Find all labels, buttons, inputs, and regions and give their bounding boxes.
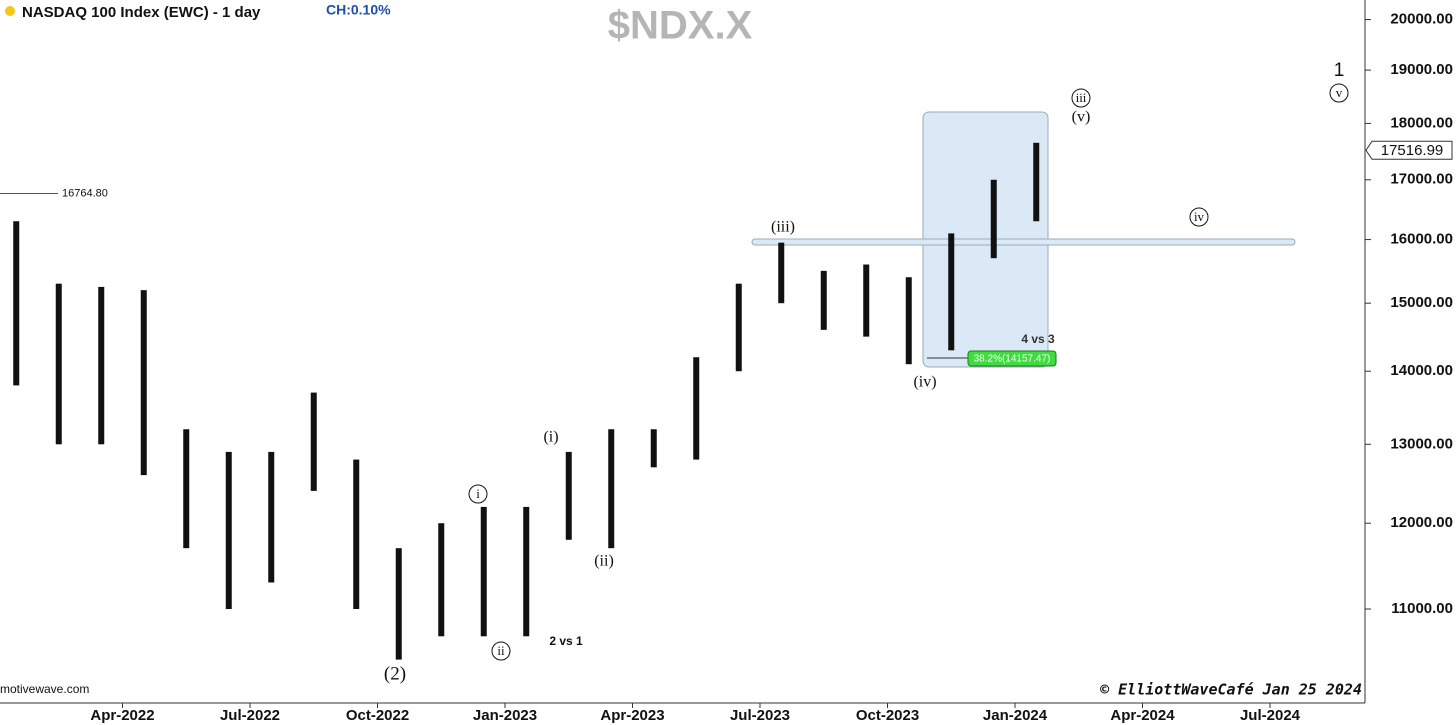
price-range xyxy=(98,286,105,445)
x-tick-label: Jan-2024 xyxy=(983,707,1048,724)
price-range xyxy=(140,290,147,476)
wave-circle xyxy=(1329,83,1349,103)
y-tick-label: 11000.00 xyxy=(1391,600,1453,617)
symbol: $NDX.X xyxy=(608,4,753,48)
note: 2 vs 1 xyxy=(549,634,583,648)
price-range xyxy=(565,451,572,540)
wave-circle xyxy=(491,641,511,661)
y-tick-label: 19000.00 xyxy=(1390,61,1453,78)
price-range xyxy=(650,429,657,468)
fib-label: 38.2%(14157.47) xyxy=(974,354,1051,365)
price-range xyxy=(863,264,870,337)
wave-label: (ii) xyxy=(594,553,614,570)
wave-label: (2) xyxy=(384,663,406,684)
price-range xyxy=(905,277,912,365)
price-range xyxy=(55,283,62,445)
wave-label: v xyxy=(1336,85,1343,100)
x-tick-label: Apr-2023 xyxy=(600,707,664,724)
y-tick-label: 15000.00 xyxy=(1390,294,1453,311)
wave-label: 1 xyxy=(1334,60,1345,81)
change-label: CH:0.10% xyxy=(326,2,391,18)
y-tick-label: 17000.00 xyxy=(1390,171,1453,188)
credit: © ElliottWaveCafé Jan 25 2024 xyxy=(1100,681,1362,699)
x-tick-label: Jul-2024 xyxy=(1240,707,1301,724)
x-tick-label: Jan-2023 xyxy=(473,707,537,724)
price-range xyxy=(183,429,190,549)
price-range xyxy=(1033,142,1040,222)
y-tick-label: 18000.00 xyxy=(1390,114,1453,131)
status-dot xyxy=(5,6,15,16)
price-range xyxy=(438,523,445,637)
wave-circle xyxy=(468,484,488,504)
price-range xyxy=(948,233,955,351)
wave-label: iv xyxy=(1194,209,1205,224)
y-tick-label: 12000.00 xyxy=(1390,514,1453,531)
price-range xyxy=(778,242,785,304)
wave-label: (i) xyxy=(543,429,558,446)
y-tick-label: 20000.00 xyxy=(1390,10,1453,27)
price-range xyxy=(268,451,275,583)
price-range xyxy=(353,459,360,610)
note: 4 vs 3 xyxy=(1021,332,1055,346)
price-range xyxy=(480,506,487,637)
x-tick-label: Apr-2024 xyxy=(1110,707,1175,724)
price-range xyxy=(693,357,700,460)
x-tick-label: Oct-2022 xyxy=(346,707,409,724)
last-price-tag xyxy=(1365,140,1453,160)
resistance-band xyxy=(751,238,1296,246)
x-tick-label: Apr-2022 xyxy=(90,707,154,724)
wave-label: (iv) xyxy=(913,374,936,391)
wave-circle xyxy=(1071,88,1091,108)
wave-label: i xyxy=(476,486,480,501)
wave-label: iii xyxy=(1076,90,1087,105)
x-tick-label: Jul-2023 xyxy=(730,707,790,724)
price-range xyxy=(608,429,615,549)
price-range xyxy=(820,270,827,330)
price-range xyxy=(523,506,530,637)
last-price-label: 17516.99 xyxy=(1381,142,1444,159)
x-tick-label: Jul-2022 xyxy=(220,707,280,724)
reference-label: 16764.80 xyxy=(62,187,108,199)
wave-label: (v) xyxy=(1072,109,1091,126)
price-range xyxy=(990,179,997,259)
chart-title: NASDAQ 100 Index (EWC) - 1 day xyxy=(22,4,261,21)
wave-label: ii xyxy=(497,643,505,658)
price-range xyxy=(225,451,232,610)
price-range xyxy=(735,283,742,372)
source: motivewave.com xyxy=(0,682,89,696)
x-tick-label: Oct-2023 xyxy=(856,707,919,724)
fib-box xyxy=(967,350,1057,367)
price-range xyxy=(395,548,402,660)
y-tick-label: 16000.00 xyxy=(1390,231,1453,248)
wave-label: (iii) xyxy=(771,219,795,236)
y-tick-label: 14000.00 xyxy=(1390,362,1453,379)
price-range xyxy=(310,392,317,491)
y-tick-label: 13000.00 xyxy=(1390,435,1453,452)
wave-circle xyxy=(1189,207,1209,227)
price-range xyxy=(13,221,20,386)
